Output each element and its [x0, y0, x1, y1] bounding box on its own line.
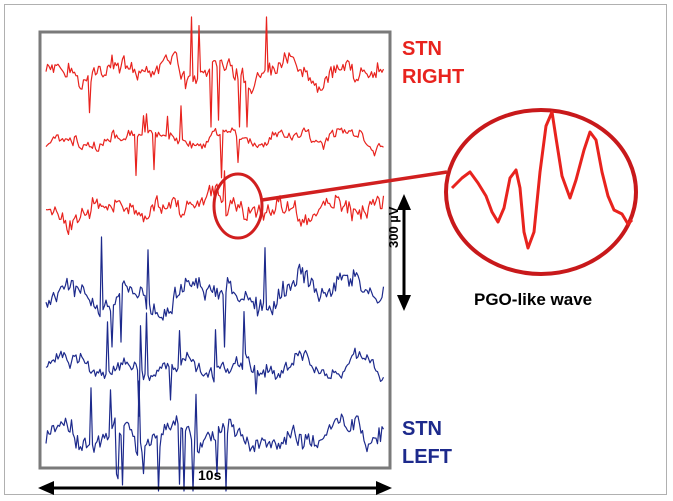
stn-left-label-line2: LEFT: [402, 446, 452, 468]
stn-left-label-line1: STN: [402, 418, 442, 440]
stn-right-label-line2: RIGHT: [402, 66, 465, 88]
inset-caption: PGO-like wave: [474, 290, 593, 309]
voltage-scale-label: 300 µV: [386, 206, 401, 248]
trace-right-3: [45, 170, 385, 235]
trace-layer: [45, 16, 385, 492]
time-arrow-left: [38, 481, 54, 495]
figure-frame: [4, 4, 667, 495]
recording-panel: [38, 30, 392, 470]
trace-left-6: [45, 380, 385, 492]
highlight-ellipse: [212, 172, 264, 240]
voltage-arrow-bottom: [397, 295, 411, 311]
trace-right-2: [45, 105, 384, 179]
trace-left-4: [45, 236, 385, 348]
stn-right-label-line1: STN: [402, 38, 442, 60]
inset-circle: [444, 108, 638, 276]
time-arrow-right: [376, 481, 392, 495]
trace-left-5: [45, 311, 385, 417]
trace-right-1: [45, 16, 385, 128]
connector-line: [261, 170, 448, 202]
time-scale-label: 10s: [198, 467, 222, 483]
voltage-arrow-top: [397, 194, 411, 210]
inset-waveform: [450, 110, 634, 250]
